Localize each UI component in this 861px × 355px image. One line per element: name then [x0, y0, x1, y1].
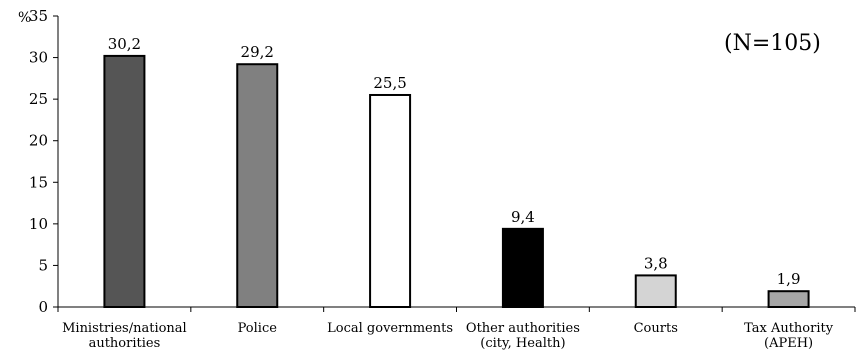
data-labels: 30,2 29,2 25,5 9,4 3,8 1,9	[108, 35, 801, 288]
y-tick-label: 0	[38, 298, 48, 316]
data-label: 1,9	[777, 270, 801, 288]
data-label: 29,2	[241, 43, 274, 61]
x-tick-label: authorities	[89, 336, 161, 351]
sample-size-annotation: (N=105)	[724, 31, 821, 56]
y-axis-label: %	[18, 10, 31, 26]
data-label: 30,2	[108, 35, 141, 53]
axes: 0 5 10 15 20 25 30 35	[29, 7, 856, 316]
data-label: 9,4	[511, 208, 535, 226]
y-tick-label: 35	[29, 7, 48, 25]
bar	[369, 93, 412, 308]
bar	[501, 227, 544, 309]
x-tick-label: Courts	[634, 321, 678, 336]
x-tick-label: Tax Authority	[744, 321, 834, 336]
bar	[767, 290, 810, 308]
y-tick-label: 20	[29, 132, 48, 150]
y-tick-label: 5	[38, 256, 48, 274]
x-tick-label: Ministries/national	[62, 321, 187, 336]
x-tick-label: Local governments	[327, 321, 453, 336]
y-tick-label: 25	[29, 90, 48, 108]
y-tick-label: 30	[29, 49, 48, 67]
bar	[236, 63, 279, 308]
bar	[634, 274, 677, 308]
bar	[103, 54, 146, 309]
x-tick-label: (city, Health)	[480, 336, 565, 351]
y-tick-label: 10	[29, 215, 48, 233]
y-tick-label: 15	[29, 173, 48, 191]
data-label: 3,8	[644, 254, 668, 272]
data-label: 25,5	[373, 74, 406, 92]
x-tick-label: (APEH)	[764, 336, 813, 351]
bars	[103, 54, 810, 309]
x-tick-label: Other authorities	[466, 321, 580, 336]
x-tick-label: Police	[238, 321, 278, 336]
